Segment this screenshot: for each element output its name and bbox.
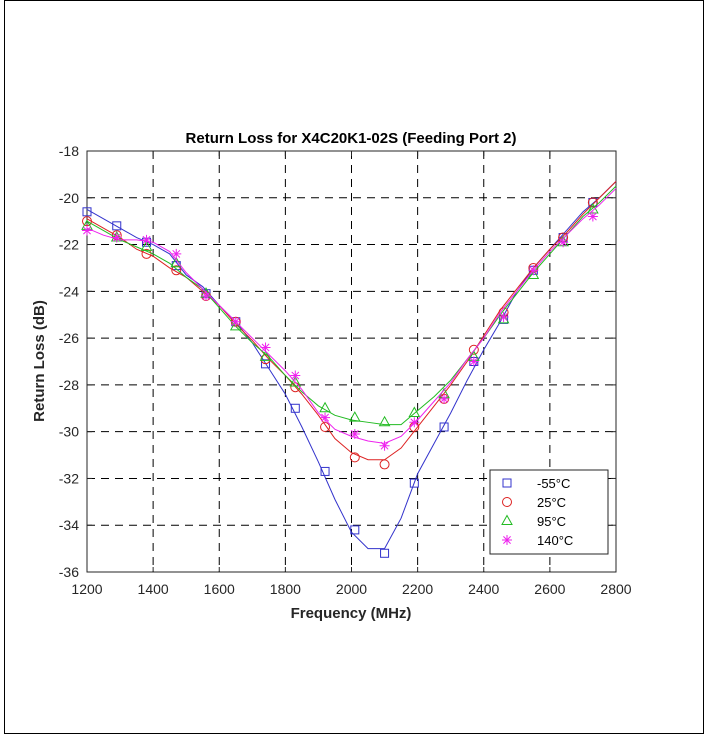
data-point bbox=[468, 356, 479, 367]
data-point bbox=[141, 234, 152, 245]
x-tick-label: 2200 bbox=[402, 581, 433, 597]
legend-label: 25°C bbox=[537, 495, 566, 510]
data-point bbox=[468, 344, 479, 355]
legend-marker bbox=[502, 497, 512, 507]
y-tick-label: -32 bbox=[59, 470, 79, 486]
data-point bbox=[349, 452, 360, 463]
y-tick-label: -34 bbox=[59, 517, 79, 533]
series-line bbox=[86, 181, 617, 461]
data-point bbox=[409, 478, 419, 488]
series-line bbox=[86, 185, 617, 426]
x-tick-label: 2400 bbox=[468, 581, 499, 597]
y-tick-label: -28 bbox=[59, 377, 79, 393]
data-point bbox=[112, 221, 122, 231]
data-point bbox=[349, 429, 360, 440]
legend-marker bbox=[502, 478, 512, 488]
legend: -55°C 25°C 95°C 140°C bbox=[489, 469, 609, 555]
y-tick-label: -24 bbox=[59, 283, 79, 299]
series-layer bbox=[81, 181, 617, 558]
data-point bbox=[587, 197, 598, 208]
data-point bbox=[379, 440, 390, 451]
data-point bbox=[380, 548, 390, 558]
y-tick-label: -30 bbox=[59, 424, 79, 440]
data-point bbox=[171, 265, 182, 276]
data-point bbox=[498, 312, 509, 323]
data-point bbox=[497, 312, 510, 324]
legend-marker bbox=[501, 514, 513, 525]
data-point bbox=[439, 393, 450, 404]
data-point bbox=[319, 401, 331, 413]
page-frame bbox=[4, 0, 704, 734]
y-tick-label: -22 bbox=[59, 237, 79, 253]
data-point bbox=[230, 316, 241, 327]
data-point bbox=[82, 225, 92, 236]
data-point bbox=[289, 376, 302, 387]
data-point bbox=[260, 342, 271, 353]
data-point bbox=[409, 417, 420, 428]
data-point bbox=[140, 240, 153, 251]
data-point bbox=[439, 422, 449, 432]
legend-label: 140°C bbox=[537, 533, 573, 548]
data-point bbox=[201, 291, 212, 302]
chart-title: Return Loss for X4C20K1-02S (Feeding Por… bbox=[186, 130, 517, 147]
data-point bbox=[379, 459, 390, 470]
x-tick-label: 1400 bbox=[138, 581, 169, 597]
data-point bbox=[290, 370, 301, 381]
x-tick-label: 2600 bbox=[534, 581, 565, 597]
series-4 bbox=[82, 188, 617, 451]
data-point bbox=[229, 319, 242, 331]
data-point bbox=[378, 415, 391, 427]
series-line bbox=[86, 188, 617, 444]
x-tick-label: 1600 bbox=[204, 581, 235, 597]
x-axis-label: Frequency (MHz) bbox=[291, 605, 412, 622]
data-point bbox=[141, 248, 152, 259]
page-frame-top bbox=[4, 0, 704, 1]
series-2 bbox=[82, 181, 617, 470]
data-point bbox=[320, 466, 330, 476]
x-tick-label: 2800 bbox=[600, 581, 631, 597]
data-point bbox=[259, 350, 272, 361]
data-point bbox=[82, 207, 92, 217]
data-point bbox=[528, 265, 539, 276]
x-tick-label: 2000 bbox=[336, 581, 367, 597]
data-point bbox=[111, 232, 122, 243]
data-point bbox=[170, 256, 183, 268]
x-tick-label: 1800 bbox=[270, 581, 301, 597]
y-tick-label: -26 bbox=[59, 330, 79, 346]
legend-label: 95°C bbox=[537, 514, 566, 529]
data-point bbox=[408, 406, 421, 417]
data-point bbox=[320, 412, 331, 423]
legend-label: -55°C bbox=[537, 476, 570, 491]
data-point bbox=[171, 248, 182, 259]
series-3 bbox=[81, 185, 617, 427]
y-tick-label: -36 bbox=[59, 564, 79, 580]
y-tick-label: -18 bbox=[59, 143, 79, 159]
axis-ticks: 1200 1400 1600 1800 2000 2200 2400 2600 2800 -18 -… bbox=[59, 143, 632, 597]
data-point bbox=[587, 211, 598, 222]
data-point bbox=[558, 237, 569, 248]
data-point bbox=[290, 403, 300, 413]
data-point bbox=[350, 525, 360, 535]
x-tick-label: 1200 bbox=[71, 581, 102, 597]
data-point bbox=[348, 411, 361, 422]
y-tick-label: -20 bbox=[59, 190, 79, 206]
y-axis-label: Return Loss (dB) bbox=[31, 300, 48, 422]
legend-marker bbox=[502, 535, 512, 545]
